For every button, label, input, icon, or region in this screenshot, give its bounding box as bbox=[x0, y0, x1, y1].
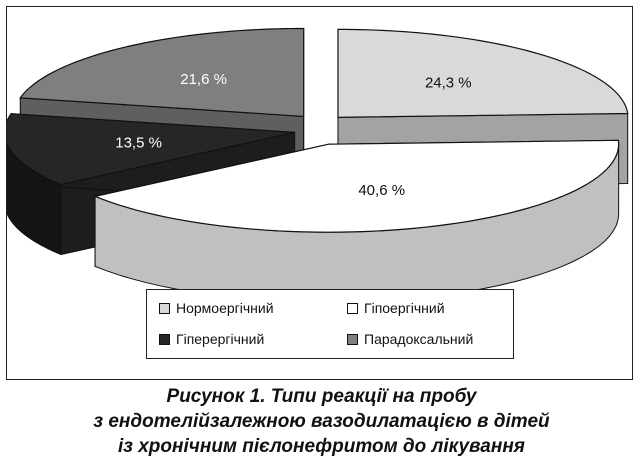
slice-top-normoergic bbox=[337, 28, 629, 118]
figure-caption: Рисунок 1. Типи реакції на пробу з ендот… bbox=[0, 384, 643, 459]
legend-swatch-hyperergic bbox=[159, 333, 170, 345]
pie-chart: 21,6 % 24,3 % 13,5 % 40,6 % bbox=[7, 27, 629, 303]
slice-label-hyperergic: 13,5 % bbox=[115, 135, 162, 152]
slice-label-hypoergic: 40,6 % bbox=[358, 182, 405, 199]
legend-label-hyperergic: Гіперергічний bbox=[176, 331, 265, 347]
legend-swatch-paradoxical bbox=[347, 333, 358, 345]
caption-line-2: з ендотелійзалежною вазодилатацією в діт… bbox=[93, 411, 550, 432]
pie-slice-hypoergic: 40,6 % bbox=[93, 139, 620, 303]
caption-line-1: Рисунок 1. Типи реакції на пробу bbox=[166, 386, 477, 407]
legend-swatch-normoergic bbox=[159, 302, 170, 314]
legend-item-paradoxical: Парадоксальний bbox=[347, 330, 473, 348]
slice-label-normoergic: 24,3 % bbox=[425, 74, 472, 91]
legend: Нормоергічний Гіпоергічний Гіперергічний… bbox=[146, 289, 514, 359]
legend-item-normoergic: Нормоергічний bbox=[159, 299, 274, 317]
chart-frame: 21,6 % 24,3 % 13,5 % 40,6 % Нормоергічний Г… bbox=[6, 6, 633, 380]
legend-swatch-hypoergic bbox=[347, 302, 358, 314]
slice-label-paradoxical: 21,6 % bbox=[180, 71, 227, 88]
legend-label-paradoxical: Парадоксальний bbox=[364, 331, 474, 347]
legend-item-hyperergic: Гіперергічний bbox=[159, 330, 264, 348]
slice-top-hyperergic bbox=[7, 113, 295, 186]
slice-top-paradoxical bbox=[19, 27, 305, 118]
legend-item-hypoergic: Гіпоергічний bbox=[347, 299, 445, 317]
slice-top-hypoergic bbox=[93, 139, 620, 233]
legend-label-normoergic: Нормоергічний bbox=[176, 300, 274, 316]
caption-line-3: із хронічним пієлонефритом до лікування bbox=[117, 436, 525, 457]
legend-label-hypoergic: Гіпоергічний bbox=[364, 300, 445, 316]
